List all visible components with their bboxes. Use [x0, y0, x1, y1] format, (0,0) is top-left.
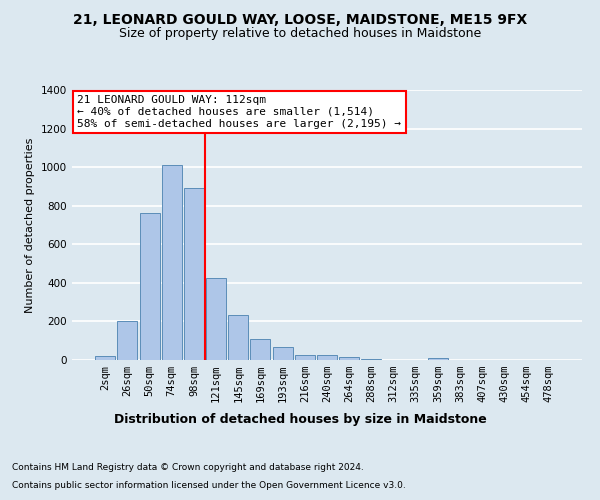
Bar	[140, 214, 160, 360]
Text: Size of property relative to detached houses in Maidstone: Size of property relative to detached ho…	[119, 28, 481, 40]
Text: Distribution of detached houses by size in Maidstone: Distribution of detached houses by size …	[113, 412, 487, 426]
Bar	[295, 355, 315, 360]
Bar	[250, 339, 271, 360]
Text: 21 LEONARD GOULD WAY: 112sqm
← 40% of detached houses are smaller (1,514)
58% of: 21 LEONARD GOULD WAY: 112sqm ← 40% of de…	[77, 96, 401, 128]
Bar	[272, 347, 293, 360]
Text: 21, LEONARD GOULD WAY, LOOSE, MAIDSTONE, ME15 9FX: 21, LEONARD GOULD WAY, LOOSE, MAIDSTONE,…	[73, 12, 527, 26]
Bar	[428, 358, 448, 360]
Text: Contains public sector information licensed under the Open Government Licence v3: Contains public sector information licen…	[12, 481, 406, 490]
Bar	[118, 322, 137, 360]
Bar	[228, 314, 248, 360]
Text: Contains HM Land Registry data © Crown copyright and database right 2024.: Contains HM Land Registry data © Crown c…	[12, 464, 364, 472]
Y-axis label: Number of detached properties: Number of detached properties	[25, 138, 35, 312]
Bar	[162, 165, 182, 360]
Bar	[317, 355, 337, 360]
Bar	[206, 278, 226, 360]
Bar	[184, 188, 204, 360]
Bar	[361, 359, 382, 360]
Bar	[95, 356, 115, 360]
Bar	[339, 357, 359, 360]
